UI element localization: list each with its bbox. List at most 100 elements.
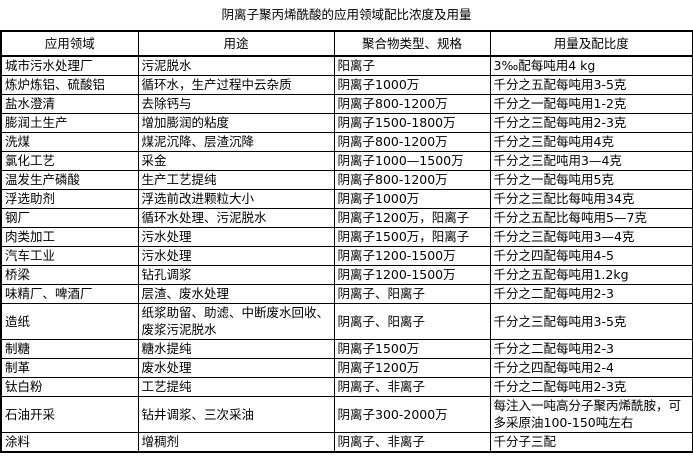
- cell-application-field: 造纸: [0, 303, 139, 340]
- cell-polymer-type: 阴离子800-1200万: [333, 94, 491, 114]
- cell-dosage-text: 千分之三配比每吨用34克: [493, 191, 635, 206]
- cell-polymer-type-text: 阳离子: [337, 58, 376, 73]
- cell-polymer-type-text: 阴离子800-1200万: [337, 96, 448, 111]
- cell-polymer-type-text: 阴离子1200-1500万: [337, 267, 456, 282]
- cell-application-field-text: 涂料: [5, 434, 31, 449]
- cell-dosage-text: 千分之五配每吨用1.2kg: [493, 267, 629, 282]
- cell-polymer-type: 阴离子800-1200万: [333, 170, 491, 190]
- cell-polymer-type-text: 阴离子、阳离子: [337, 286, 426, 301]
- cell-use-text: 去除钙与: [141, 96, 192, 111]
- column-header-polymer-type: 聚合物类型、规格: [333, 30, 491, 57]
- table-row: 味精厂、啤酒厂 层渣、废水处理 阴离子、阳离子 千分之二配每吨用2-3: [0, 284, 693, 304]
- cell-dosage: 千分之五配每吨用3-5克: [489, 75, 693, 95]
- cell-use-text: 糖水提纯: [141, 341, 192, 356]
- cell-use: 纸浆助留、助滤、中断废水回收、废浆污泥脱水: [137, 303, 335, 340]
- cell-application-field-text: 桥梁: [5, 267, 31, 282]
- cell-dosage: 千分之五配每吨用1.2kg: [489, 265, 693, 285]
- cell-use: 循环水处理、污泥脱水: [137, 208, 335, 228]
- cell-application-field: 钛白粉: [0, 377, 139, 397]
- cell-use-text: 浮选前改进颗粒大小: [141, 191, 255, 206]
- cell-dosage: 千分之三配吨用3—4克: [489, 151, 693, 171]
- cell-use: 糖水提纯: [137, 339, 335, 359]
- cell-use: 增稠剂: [137, 432, 335, 453]
- cell-dosage-text: 千分之四配每吨用2-4: [493, 360, 614, 375]
- cell-application-field-text: 炼炉炼铝、硫酸铝: [5, 77, 106, 92]
- table-row: 温发生产磷酸 生产工艺提纯 阴离子800-1200万 千分之一配每吨用5克: [0, 170, 693, 190]
- cell-use: 采金: [137, 151, 335, 171]
- cell-polymer-type: 阴离子1200万: [333, 358, 491, 378]
- cell-application-field: 盐水澄清: [0, 94, 139, 114]
- cell-dosage: 千分之三配每吨用4克: [489, 132, 693, 152]
- cell-dosage: 千分之三配每吨用3—4克: [489, 227, 693, 247]
- cell-application-field-text: 盐水澄清: [5, 96, 56, 111]
- cell-dosage: 千分之三配比每吨用34克: [489, 189, 693, 209]
- cell-dosage-text: 千分之四配每吨用4-5: [493, 248, 614, 263]
- cell-use-text: 钻井调浆、三次采油: [141, 406, 255, 422]
- cell-application-field: 钢厂: [0, 208, 139, 228]
- cell-application-field: 涂料: [0, 432, 139, 453]
- table-row: 汽车工业 污水处理 阴离子1200-1500万 千分之四配每吨用4-5: [0, 246, 693, 266]
- cell-dosage: 千分之二配每吨用2-3: [489, 339, 693, 359]
- cell-dosage: 千分之一配每吨用5克: [489, 170, 693, 190]
- table-row: 钛白粉 工艺提纯 阴离子、非离子 千分之二配每吨用2-3克: [0, 377, 693, 397]
- cell-use-text: 煤泥沉降、层渣沉降: [141, 134, 255, 149]
- cell-dosage-text: 千分之一配每吨用5克: [493, 172, 614, 187]
- application-table: 应用领域 用途 聚合物类型、规格 用量及配比度 城市污水处理厂 污泥脱水 阳离子 3‰…: [0, 30, 693, 453]
- cell-application-field-text: 膨润土生产: [5, 115, 68, 130]
- cell-use-text: 工艺提纯: [141, 379, 192, 394]
- cell-polymer-type-text: 阴离子800-1200万: [337, 134, 448, 149]
- table-header: 应用领域 用途 聚合物类型、规格 用量及配比度: [0, 30, 693, 57]
- cell-application-field-text: 钢厂: [5, 210, 31, 225]
- cell-polymer-type-text: 阴离子1200-1500万: [337, 248, 456, 263]
- column-header-dosage: 用量及配比度: [489, 30, 693, 57]
- cell-use: 工艺提纯: [137, 377, 335, 397]
- cell-use: 循环水，生产过程中云杂质: [137, 75, 335, 95]
- cell-polymer-type: 阴离子1000万: [333, 75, 491, 95]
- cell-application-field-text: 造纸: [5, 313, 31, 329]
- cell-polymer-type: 阴离子1500-1800万: [333, 113, 491, 133]
- cell-use: 污水处理: [137, 246, 335, 266]
- cell-use: 煤泥沉降、层渣沉降: [137, 132, 335, 152]
- cell-application-field: 城市污水处理厂: [0, 55, 139, 76]
- cell-application-field-text: 温发生产磷酸: [5, 172, 81, 187]
- cell-dosage-text: 千分之三配每吨用3-5克: [493, 313, 627, 329]
- cell-application-field-text: 石油开采: [5, 406, 56, 422]
- page-title: 阴离子聚丙烯酰酸的应用领域配比浓度及用量: [221, 7, 472, 22]
- cell-use-text: 循环水处理、污泥脱水: [141, 210, 267, 225]
- cell-polymer-type-text: 阴离子、阳离子: [337, 313, 426, 329]
- cell-use: 钻井调浆、三次采油: [137, 396, 335, 433]
- cell-application-field-text: 肉类加工: [5, 229, 56, 244]
- cell-dosage-text: 千分之二配每吨用2-3: [493, 341, 614, 356]
- cell-application-field: 肉类加工: [0, 227, 139, 247]
- cell-polymer-type-text: 阴离子、非离子: [337, 434, 426, 449]
- cell-polymer-type: 阴离子1200-1500万: [333, 265, 491, 285]
- cell-use: 去除钙与: [137, 94, 335, 114]
- table-row: 城市污水处理厂 污泥脱水 阳离子 3‰配每吨用4 kg: [0, 55, 693, 76]
- cell-dosage-text: 千分之二配每吨用2-3: [493, 286, 614, 301]
- column-header-application-field: 应用领域: [0, 30, 139, 57]
- cell-application-field-text: 城市污水处理厂: [5, 58, 93, 73]
- cell-polymer-type: 阴离子1200-1500万: [333, 246, 491, 266]
- cell-polymer-type: 阴离子1500万，阳离子: [333, 227, 491, 247]
- cell-dosage-text: 千分之三配每吨用2-3克: [493, 115, 627, 130]
- cell-polymer-type: 阴离子、非离子: [333, 432, 491, 453]
- table-row: 制革 废水处理 阴离子1200万 千分之四配每吨用2-4: [0, 358, 693, 378]
- cell-polymer-type: 阴离子、非离子: [333, 377, 491, 397]
- cell-dosage: 3‰配每吨用4 kg: [489, 55, 693, 76]
- cell-polymer-type: 阳离子: [333, 55, 491, 76]
- table-row: 制糖 糖水提纯 阴离子1500万 千分之二配每吨用2-3: [0, 339, 693, 359]
- cell-application-field: 温发生产磷酸: [0, 170, 139, 190]
- cell-use-text: 废水处理: [141, 360, 192, 375]
- table-body: 城市污水处理厂 污泥脱水 阳离子 3‰配每吨用4 kg 炼炉炼铝、硫酸铝 循环水，生产过程…: [0, 55, 693, 453]
- cell-use-text: 生产工艺提纯: [141, 172, 217, 187]
- cell-dosage: 千分子三配: [489, 432, 693, 453]
- cell-polymer-type-text: 阴离子1000万: [337, 77, 420, 92]
- table-row: 洗煤 煤泥沉降、层渣沉降 阴离子800-1200万 千分之三配每吨用4克: [0, 132, 693, 152]
- cell-polymer-type: 阴离子、阳离子: [333, 284, 491, 304]
- cell-use: 废水处理: [137, 358, 335, 378]
- cell-application-field-text: 汽车工业: [5, 248, 56, 263]
- cell-dosage-text: 3‰配每吨用4 kg: [493, 58, 596, 73]
- table-row: 盐水澄清 去除钙与 阴离子800-1200万 千分之一配每吨用1-2克: [0, 94, 693, 114]
- cell-dosage-text: 千分之二配每吨用2-3克: [493, 379, 627, 394]
